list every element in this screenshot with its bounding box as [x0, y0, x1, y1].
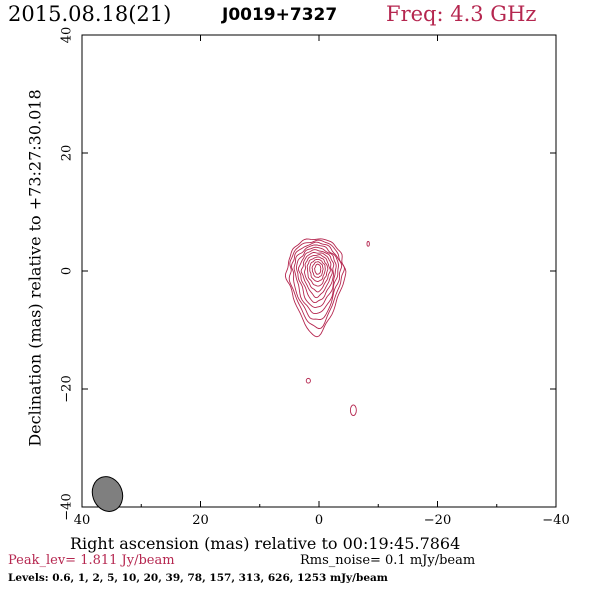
x-tick-label: −40 [542, 513, 569, 528]
contour-component [349, 404, 357, 416]
peak-level: Peak_lev= 1.811 Jy/beam [8, 553, 175, 568]
contour-level [309, 258, 326, 282]
contour-level [288, 239, 345, 330]
y-tick-label: 0 [60, 267, 75, 275]
y-tick-label: −40 [60, 493, 75, 520]
x-axis-label: Right ascension (mas) relative to 00:19:… [70, 534, 461, 553]
contour-levels: Levels: 0.6, 1, 2, 5, 10, 20, 39, 78, 15… [8, 572, 388, 584]
observation-date: 2015.08.18(21) [8, 2, 172, 26]
contour-level [293, 244, 339, 315]
y-axis-label: Declination (mas) relative to +73:27:30.… [25, 89, 45, 447]
rms-noise: Rms_noise= 0.1 mJy/beam [300, 553, 476, 568]
axis-ticks [81, 34, 557, 508]
x-tick-label: 20 [192, 513, 209, 528]
contour-level [306, 256, 329, 287]
contour-lines [284, 238, 347, 338]
beam-ellipse-group [91, 476, 124, 512]
contour-level [304, 254, 331, 293]
contour-level [300, 252, 333, 299]
secondary-components [305, 241, 370, 416]
x-tick-label: 0 [315, 513, 323, 528]
source-name: J0019+7327 [222, 5, 338, 25]
frequency-label: Freq: 4.3 GHz [386, 2, 537, 26]
y-tick-label: 40 [60, 27, 75, 44]
contour-component [366, 241, 370, 247]
axis-tick-labels: 40 20 0 −20 −40 −40 −20 0 20 40 [60, 27, 570, 528]
contour-level [284, 238, 347, 338]
y-tick-label: −20 [60, 375, 75, 402]
contour-level [297, 249, 335, 304]
contour-component [305, 377, 311, 384]
beam-ellipse [91, 476, 124, 512]
contour-level [311, 261, 324, 278]
contour-level [295, 246, 337, 308]
contour-level [314, 263, 322, 275]
x-tick-label: −20 [424, 513, 451, 528]
plot-frame [81, 34, 557, 508]
x-tick-label: 40 [74, 513, 91, 528]
contour-level [291, 241, 343, 320]
y-tick-label: 20 [60, 145, 75, 162]
